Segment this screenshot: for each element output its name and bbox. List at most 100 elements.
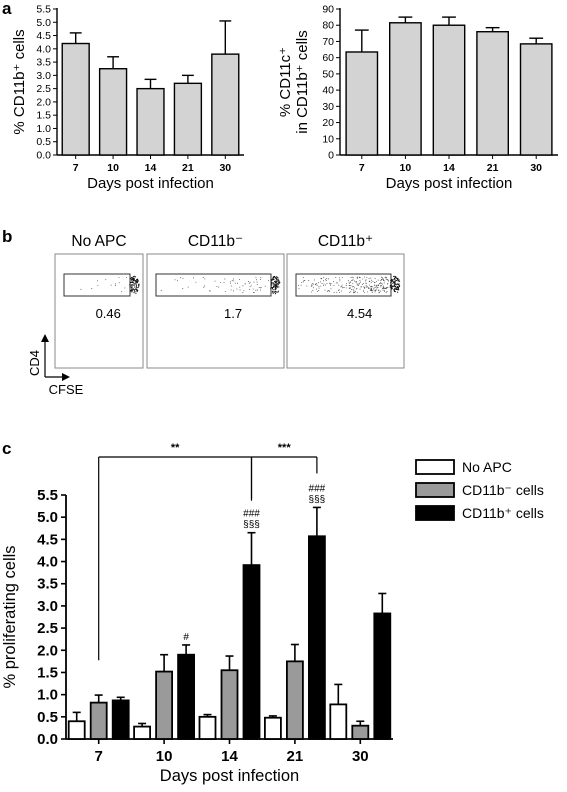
event-dot: [348, 288, 350, 289]
event-dot: [340, 286, 342, 288]
event-dot: [394, 287, 396, 289]
event-dot: [398, 280, 401, 282]
event-dot: [380, 285, 382, 287]
event-dot: [383, 280, 385, 282]
event-dot: [137, 279, 139, 282]
event-dot: [355, 280, 357, 282]
event-dot: [131, 291, 133, 293]
event-dot: [394, 275, 396, 277]
event-dot: [273, 285, 276, 287]
event-dot: [370, 286, 372, 288]
y-tick-label: 4.0: [37, 554, 58, 571]
panel-letter-a: a: [2, 0, 12, 18]
event-dot: [252, 288, 254, 290]
significance-annotation: ###: [309, 483, 326, 494]
event-dot: [355, 291, 357, 293]
event-dot: [276, 286, 278, 288]
y-tick-label: 4.5: [36, 30, 51, 42]
event-dot: [390, 282, 392, 284]
event-dot: [277, 290, 280, 292]
event-dot: [306, 285, 308, 287]
bar-series-1: [89, 701, 108, 740]
event-dot: [131, 289, 134, 291]
event-dot: [298, 284, 299, 286]
event-dot: [131, 287, 133, 289]
event-dot: [367, 291, 369, 293]
event-dot: [324, 284, 326, 286]
event-dot: [132, 280, 134, 282]
event-dot: [356, 288, 358, 289]
panel-letter-c: c: [2, 439, 11, 458]
bar: [345, 51, 379, 156]
bar-series-1: [220, 669, 239, 740]
event-dot: [135, 282, 137, 284]
legend-swatch: [415, 459, 455, 475]
event-dot: [357, 283, 359, 285]
event-dot: [272, 286, 274, 288]
event-dot: [359, 279, 361, 281]
event-dot: [398, 280, 400, 282]
event-dot: [342, 287, 344, 289]
event-dot: [394, 280, 396, 282]
event-dot: [370, 277, 372, 279]
event-dot: [398, 287, 400, 289]
event-dot: [270, 281, 272, 283]
event-dot: [137, 289, 139, 292]
event-dot: [393, 281, 395, 284]
event-dot: [273, 283, 276, 285]
event-dot: [346, 283, 347, 285]
event-dot: [395, 279, 398, 282]
event-dot: [326, 282, 328, 284]
event-dot: [315, 283, 317, 285]
significance-annotation: §§§: [243, 520, 260, 531]
event-dot: [298, 288, 300, 290]
event-dot: [277, 291, 279, 293]
y-tick-label: 1.5: [36, 110, 51, 122]
event-dot: [360, 281, 361, 283]
event-dot: [393, 289, 395, 292]
event-dot: [376, 284, 378, 286]
event-dot: [130, 276, 133, 279]
event-dot: [392, 285, 394, 287]
event-dot: [182, 288, 184, 290]
event-dot: [371, 288, 373, 290]
y-tick-label: 40: [322, 85, 334, 97]
event-dot: [383, 279, 385, 281]
event-dot: [132, 281, 134, 283]
x-tick-label: 14: [221, 748, 238, 765]
event-dot: [349, 292, 351, 294]
event-dot: [380, 283, 382, 284]
event-dot: [351, 276, 353, 278]
event-dot: [381, 278, 382, 280]
event-dot: [349, 287, 351, 288]
event-dot: [114, 283, 116, 285]
x-tick-label: 21: [287, 748, 304, 765]
event-dot: [260, 277, 262, 279]
event-dot: [365, 279, 367, 281]
event-dot: [396, 291, 399, 293]
event-dot: [391, 279, 393, 281]
event-dot: [323, 276, 325, 278]
event-dot: [325, 279, 327, 281]
event-dot: [396, 285, 399, 288]
event-dot: [374, 281, 376, 283]
chart-cd11c-percent: 0 10 20 30 40 50 60 70 80 90 7 10 14 21 30 Days post in…: [277, 4, 558, 192]
cd4-axis-label: CD4: [27, 350, 42, 376]
event-dot: [223, 282, 225, 284]
event-dot: [330, 288, 332, 290]
event-dot: [396, 287, 398, 289]
y-tick-label: 3.5: [36, 57, 51, 69]
event-dot: [182, 277, 184, 279]
event-dot: [374, 291, 376, 293]
bar-series-0: [329, 703, 348, 740]
event-dot: [394, 277, 396, 280]
event-dot: [275, 277, 277, 279]
event-dot: [379, 283, 381, 285]
event-dot: [130, 290, 132, 292]
bar-series-1: [285, 660, 304, 740]
event-dot: [277, 281, 279, 283]
event-dot: [392, 282, 394, 284]
event-dot: [204, 278, 206, 280]
event-dot: [338, 291, 340, 293]
y-axis-label-line1: % CD11c⁺: [277, 47, 294, 117]
